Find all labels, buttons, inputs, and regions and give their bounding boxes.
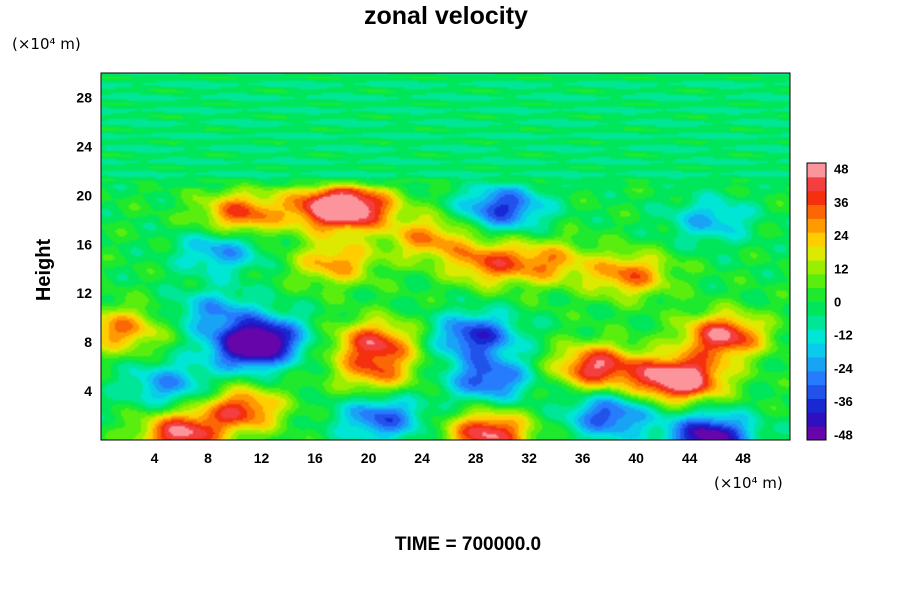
colorbar-band <box>807 232 826 247</box>
x-tick-label: 24 <box>414 450 430 466</box>
y-tick-label: 20 <box>76 187 92 203</box>
y-tick-labels: 4 8 12 16 20 24 28 <box>76 89 92 399</box>
colorbar-tick-label: -12 <box>834 328 853 343</box>
x-tick-label: 40 <box>628 450 644 466</box>
y-axis-unit: (×10⁴ m) <box>12 35 81 53</box>
colorbar-tick-label: 48 <box>834 162 848 177</box>
y-axis-label: Height <box>33 239 55 302</box>
colorbar-tick-label: 24 <box>834 228 849 243</box>
x-tick-label: 36 <box>575 450 591 466</box>
colorbar-band <box>807 273 826 289</box>
colorbar-tick-label: -24 <box>834 361 854 376</box>
colorbar-band <box>807 163 826 178</box>
colorbar-band <box>807 384 826 399</box>
y-tick-label: 24 <box>76 138 92 154</box>
colorbar-band <box>807 190 826 206</box>
time-label: TIME = 700000.0 <box>395 534 541 555</box>
colorbar-band <box>807 343 826 358</box>
colorbar-band <box>807 301 826 316</box>
colorbar-tick-label: 0 <box>834 295 841 310</box>
colorbar-band <box>807 329 826 344</box>
plot-area <box>100 72 791 441</box>
y-tick-label: 4 <box>84 383 92 399</box>
colorbar-band <box>807 356 826 372</box>
velocity-heatmap <box>101 73 790 440</box>
y-tick-label: 28 <box>76 89 92 105</box>
x-tick-labels: 4 8 12 16 20 24 28 32 36 40 44 48 <box>151 450 752 466</box>
colorbar-band <box>807 204 826 219</box>
x-tick-label: 12 <box>254 450 270 466</box>
y-tick-label: 8 <box>84 334 92 350</box>
plot-frame <box>100 72 791 441</box>
colorbar-band <box>807 246 826 261</box>
colorbar-band <box>807 259 826 275</box>
colorbar-band <box>807 426 826 441</box>
x-tick-label: 20 <box>361 450 377 466</box>
colorbar-band <box>807 315 826 330</box>
x-tick-label: 28 <box>468 450 484 466</box>
colorbar-tick-label: 36 <box>834 195 848 210</box>
x-tick-label: 32 <box>521 450 537 466</box>
y-tick-label: 16 <box>76 236 92 252</box>
x-tick-label: 16 <box>307 450 323 466</box>
colorbar-band <box>807 398 826 413</box>
x-tick-label: 8 <box>204 450 212 466</box>
colorbar-tick-label: 12 <box>834 261 848 276</box>
x-tick-label: 4 <box>151 450 159 466</box>
colorbar-band <box>807 287 826 302</box>
colorbar <box>806 162 827 441</box>
colorbar-tick-labels: 48 36 24 12 0 -12 -24 -36 -48 <box>834 162 854 443</box>
colorbar-band <box>807 176 826 192</box>
colorbar-band <box>807 218 826 233</box>
chart-title: zonal velocity <box>364 2 528 30</box>
colorbar-tick-label: -48 <box>834 427 853 442</box>
y-tick-label: 12 <box>76 285 92 301</box>
colorbar-frame <box>806 162 827 441</box>
colorbar-tick-label: -36 <box>834 394 853 409</box>
colorbar-band <box>807 412 826 427</box>
x-tick-label: 44 <box>682 450 698 466</box>
colorbar-band <box>807 370 826 386</box>
x-tick-label: 48 <box>735 450 751 466</box>
x-axis-unit: (×10⁴ m) <box>714 474 783 492</box>
